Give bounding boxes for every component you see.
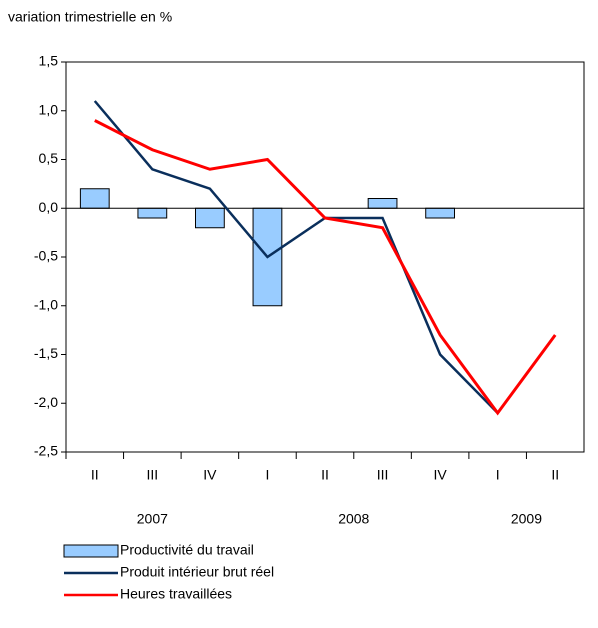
x-tick-label: II — [321, 467, 329, 483]
y-tick-label: -1,0 — [34, 296, 58, 312]
year-label: 2009 — [511, 511, 542, 527]
legend-label: Produit intérieur brut réel — [120, 564, 274, 580]
y-tick-label: 1,0 — [39, 101, 59, 117]
x-tick-label: I — [265, 467, 269, 483]
bar — [79, 188, 110, 209]
legend-label: Heures travaillées — [120, 586, 232, 602]
bar — [137, 207, 168, 219]
y-tick-label: 0,5 — [39, 150, 59, 166]
y-tick-label: -2,0 — [34, 394, 58, 410]
x-tick-label: IV — [203, 467, 217, 483]
y-tick-label: -2,5 — [34, 443, 58, 459]
y-tick-label: -0,5 — [34, 248, 58, 264]
bar — [195, 207, 225, 229]
plot-frame — [65, 61, 585, 453]
y-tick-label: 0,0 — [39, 199, 59, 215]
x-tick-label: I — [496, 467, 500, 483]
y-axis-title: variation trimestrielle en % — [8, 9, 172, 25]
y-tick-label: 1,5 — [39, 53, 59, 69]
legend-swatch — [63, 544, 119, 558]
x-tick-label: III — [146, 467, 158, 483]
x-tick-label: IV — [433, 467, 447, 483]
legend-label: Productivité du travail — [120, 542, 254, 558]
year-label: 2008 — [338, 511, 369, 527]
year-label: 2007 — [137, 511, 168, 527]
bar — [367, 198, 398, 209]
x-tick-label: III — [377, 467, 389, 483]
line — [93, 100, 499, 414]
line — [94, 119, 557, 416]
x-tick-label: II — [91, 467, 99, 483]
x-tick-label: II — [551, 467, 559, 483]
y-tick-label: -1,5 — [34, 345, 58, 361]
bar — [425, 207, 456, 219]
